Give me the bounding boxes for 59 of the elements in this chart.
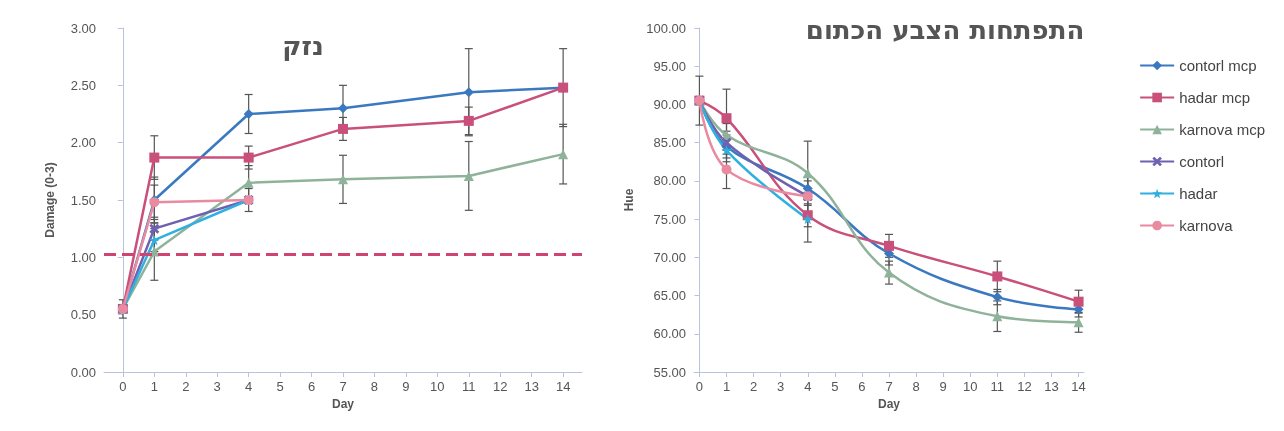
x-tick-label: 3: [777, 379, 785, 394]
x-tick-label: 4: [804, 379, 812, 394]
y-tick-label: 90.00: [653, 96, 686, 112]
y-tick-label: 80.00: [653, 173, 686, 189]
y-tick-label: 3.00: [70, 20, 96, 36]
x-tick-label: 2: [749, 379, 758, 394]
chart-title: התפתחות הצבע הכתום: [805, 15, 1085, 45]
x-tick-label: 10: [963, 379, 978, 394]
y-tick-label: 1.50: [70, 192, 96, 208]
legend-label: karnova mcp: [1179, 121, 1266, 138]
x-tick-label: 12: [493, 379, 508, 394]
x-tick-label: 14: [1071, 379, 1086, 394]
x-tick-label: 1: [722, 379, 731, 394]
x-tick-label: 13: [1044, 379, 1059, 394]
x-tick-label: 9: [402, 379, 410, 394]
x-tick-label: 13: [524, 379, 539, 394]
y-tick-label: 65.00: [653, 288, 686, 304]
x-tick-label: 14: [555, 379, 571, 394]
x-tick-label: 7: [885, 379, 893, 394]
y-tick-label: 85.00: [653, 135, 686, 151]
x-tick-label: 5: [276, 379, 284, 394]
x-tick-label: 0: [119, 379, 127, 394]
legend-label: hadar: [1179, 185, 1218, 202]
x-tick-label: 0: [695, 379, 704, 394]
y-tick-label: 95.00: [653, 58, 686, 74]
x-tick-label: 8: [370, 379, 379, 394]
y-tick-label: 2.50: [70, 77, 96, 93]
y-tick-label: 0.50: [70, 307, 96, 323]
x-tick-label: 6: [858, 379, 866, 394]
y-tick-label: 70.00: [653, 249, 686, 265]
y-tick-label: 0.00: [70, 364, 96, 380]
y-tick-label: 2.00: [70, 135, 96, 151]
x-tick-label: 7: [339, 379, 347, 394]
x-tick-label: 9: [939, 379, 947, 394]
y-tick-label: 55.00: [653, 364, 686, 380]
legend-label: contorl: [1179, 153, 1225, 170]
x-tick-label: 6: [307, 379, 316, 394]
legend-label: karnova: [1179, 217, 1234, 234]
x-axis-title: Day: [331, 396, 355, 411]
x-tick-label: 4: [245, 379, 253, 394]
x-tick-label: 12: [1017, 379, 1032, 394]
x-axis-title: Day: [877, 396, 901, 411]
x-tick-label: 11: [462, 379, 476, 394]
y-tick-label: 60.00: [653, 326, 686, 342]
y-tick-label: 75.00: [653, 211, 686, 227]
x-tick-label: 10: [430, 379, 445, 394]
y-tick-label: 1.00: [70, 249, 96, 265]
x-tick-label: 11: [990, 379, 1005, 394]
chart-title: נזק: [282, 31, 324, 61]
legend-label: contorl mcp: [1179, 57, 1257, 74]
y-axis-title: Damage (0-3): [43, 162, 57, 238]
x-tick-label: 1: [150, 379, 158, 394]
x-tick-label: 2: [182, 379, 190, 394]
y-axis-title: Hue: [622, 188, 637, 212]
x-tick-label: 3: [213, 379, 221, 394]
legend-label: hadar mcp: [1179, 89, 1251, 106]
x-tick-label: 8: [912, 379, 920, 394]
x-tick-label: 5: [831, 379, 839, 394]
y-tick-label: 100.00: [646, 20, 686, 36]
